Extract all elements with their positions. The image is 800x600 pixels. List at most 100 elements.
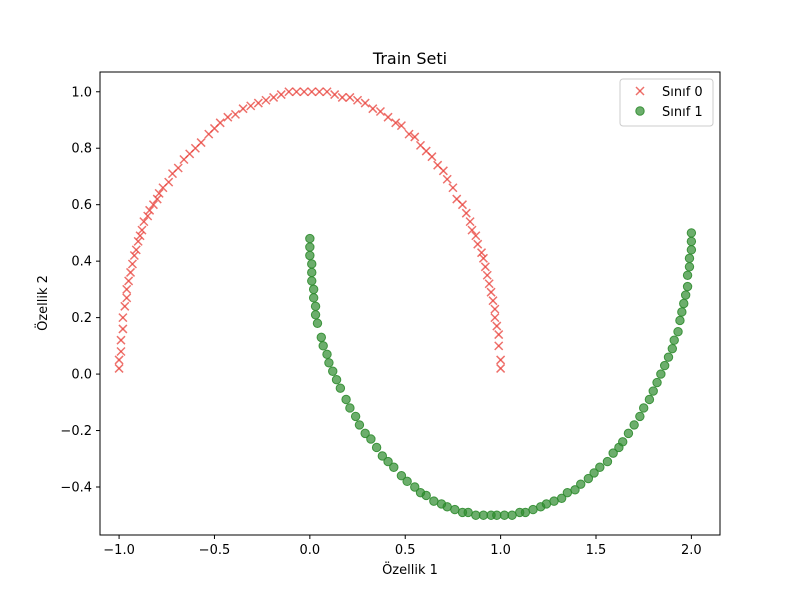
data-point [246, 101, 256, 111]
data-point [322, 87, 332, 97]
data-point [145, 205, 155, 215]
data-point [677, 307, 687, 317]
data-point [570, 485, 580, 495]
data-point [152, 194, 162, 204]
data-point [383, 112, 393, 122]
data-point [618, 437, 628, 447]
data-point [127, 259, 137, 269]
data-point [305, 233, 315, 244]
data-point [114, 363, 124, 373]
y-tick-label: −0.4 [60, 481, 92, 496]
legend-marker-x [635, 86, 645, 96]
data-point [635, 411, 645, 422]
data-point [116, 346, 126, 357]
data-point [679, 298, 689, 309]
data-point [353, 95, 363, 105]
data-point [238, 104, 248, 114]
y-axis-label: Özellik 2 [34, 275, 51, 331]
data-point [648, 386, 658, 396]
data-point [684, 262, 695, 272]
legend: Sınıf 0 Sınıf 1 [619, 78, 714, 127]
data-point [196, 138, 206, 148]
data-point [682, 281, 693, 292]
x-tick-label: 0.5 [395, 543, 416, 558]
data-point [307, 87, 317, 97]
data-point [492, 321, 502, 331]
data-point [120, 301, 130, 311]
legend-marker-sinif-1 [635, 106, 645, 116]
data-point [139, 217, 149, 227]
data-point [652, 377, 662, 388]
data-point [125, 267, 136, 277]
data-point [291, 87, 302, 97]
x-tick-label: −0.5 [199, 543, 231, 558]
data-point [148, 200, 158, 210]
data-point [467, 225, 477, 235]
data-point [164, 177, 174, 187]
data-point [608, 448, 618, 458]
data-point [595, 462, 605, 472]
data-point [623, 428, 634, 439]
data-point [129, 250, 139, 261]
data-point [442, 174, 452, 184]
data-point [307, 276, 317, 286]
data-point [368, 104, 378, 114]
data-point [669, 335, 679, 345]
data-point [261, 95, 271, 105]
axes-frame [99, 71, 721, 536]
data-point [131, 245, 141, 255]
data-point [223, 112, 233, 122]
data-point [675, 315, 685, 326]
data-point [457, 200, 467, 210]
x-tick-label: 2.0 [681, 543, 702, 558]
data-point [328, 366, 338, 376]
data-point [215, 118, 225, 128]
data-point [490, 313, 500, 323]
data-point [471, 231, 481, 241]
data-point [494, 330, 504, 340]
data-point [143, 211, 153, 221]
data-point [684, 253, 695, 264]
data-point [305, 250, 315, 261]
series-0 [114, 87, 506, 373]
data-point [673, 327, 683, 337]
data-point [316, 332, 326, 343]
data-point [448, 183, 458, 193]
y-tick-label: 0.8 [71, 142, 92, 157]
data-point [629, 420, 639, 430]
plot-area [114, 87, 697, 520]
data-point [305, 242, 315, 252]
data-point [486, 287, 496, 297]
data-point [421, 490, 431, 501]
data-point [299, 87, 309, 97]
data-point [484, 279, 494, 289]
data-point [310, 301, 321, 312]
data-point [383, 456, 393, 467]
data-point [410, 482, 420, 492]
x-axis-label: Özellik 1 [382, 561, 438, 578]
data-point [680, 290, 691, 300]
data-point [638, 403, 649, 413]
data-point [360, 98, 370, 108]
x-axis: −1.0 −0.5 0.0 0.5 1.0 1.5 2.0 [103, 535, 702, 558]
y-tick-label: 0.4 [71, 255, 92, 270]
data-point [402, 476, 412, 487]
data-point [124, 276, 134, 286]
data-point [114, 355, 124, 365]
data-point [173, 163, 183, 173]
data-point [375, 106, 385, 117]
data-point [465, 217, 475, 227]
data-point [391, 118, 401, 128]
data-point [307, 267, 317, 278]
data-point [494, 341, 504, 351]
data-point [354, 420, 365, 430]
data-point [318, 341, 328, 351]
data-point [682, 270, 693, 280]
data-point [122, 293, 132, 303]
y-tick-label: 0.6 [71, 198, 92, 213]
data-point [389, 462, 399, 472]
data-point [589, 468, 599, 478]
series-1 [305, 228, 697, 520]
data-point [482, 270, 492, 280]
